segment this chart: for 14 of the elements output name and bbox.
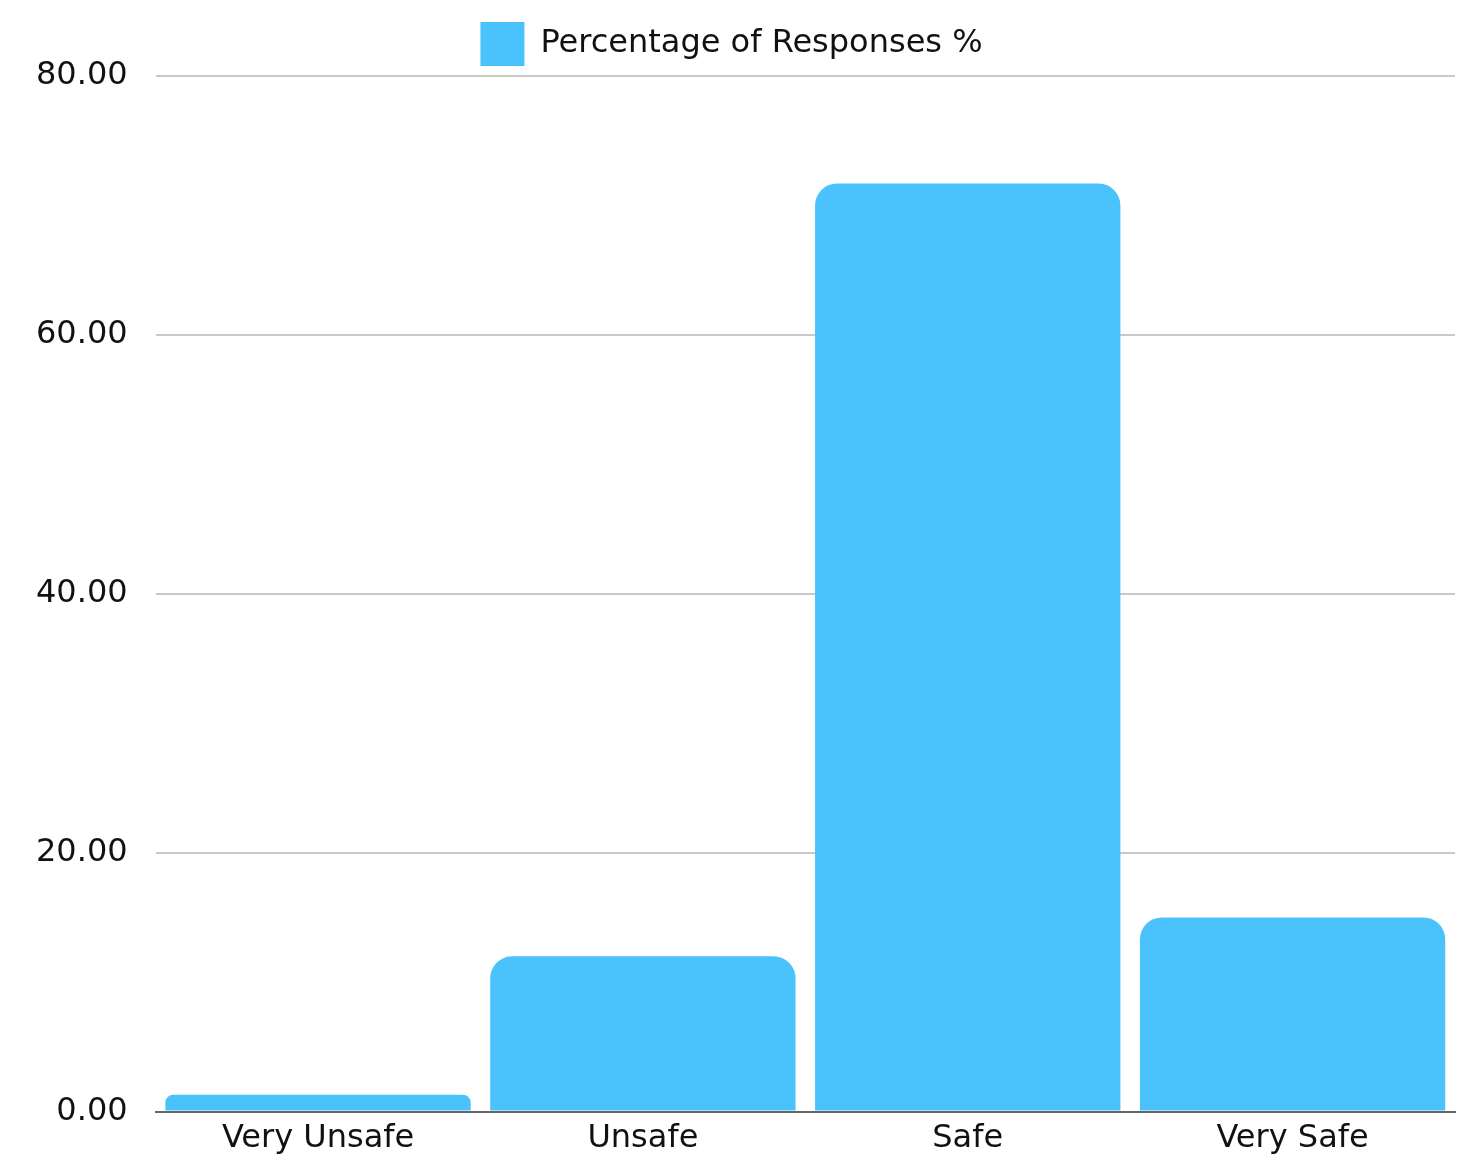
y-tick-label: 60.00: [36, 313, 128, 352]
x-tick-label: Very Unsafe: [221, 1117, 415, 1156]
x-tick-label: Unsafe: [587, 1117, 699, 1156]
bar: [1139, 917, 1446, 1111]
bar: [490, 956, 796, 1111]
x-tick-label: Very Safe: [1216, 1117, 1369, 1156]
y-tick-label: 20.00: [36, 831, 128, 870]
y-tick-label: 0.00: [56, 1089, 128, 1128]
bar: [165, 1094, 471, 1111]
bar: [815, 183, 1121, 1111]
x-tick-label: Safe: [932, 1117, 1004, 1156]
legend-label: Percentage of Responses %: [540, 22, 983, 61]
y-tick-label: 80.00: [36, 54, 128, 93]
y-tick-label: 40.00: [36, 572, 128, 611]
